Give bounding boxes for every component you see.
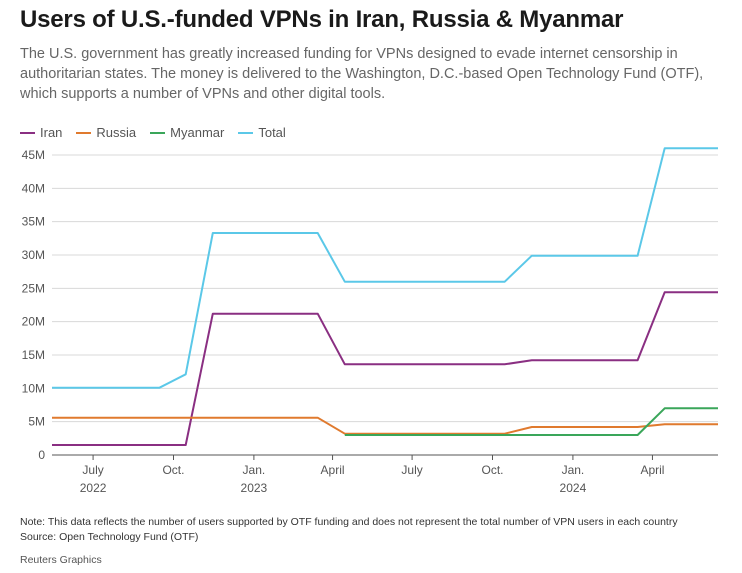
series-line-total (52, 147, 718, 389)
x-tick-label: July (82, 463, 103, 477)
legend: Iran Russia Myanmar Total (20, 125, 286, 140)
x-tick-label: Jan. (562, 463, 585, 477)
series-line-myanmar (344, 407, 718, 436)
x-tick-label: Oct. (481, 463, 503, 477)
x-tick-label: April (321, 463, 345, 477)
legend-label-russia: Russia (96, 125, 137, 140)
legend-item-russia: Russia (76, 125, 136, 140)
legend-label-total: Total (258, 125, 286, 140)
x-tick-label: April (640, 463, 664, 477)
legend-swatch-total (238, 131, 254, 134)
note-text: Note: This data reflects the number of u… (20, 516, 678, 528)
x-tick-year-label: 2024 (560, 481, 587, 495)
y-tick-label: 45M (22, 148, 45, 162)
y-tick-label: 0 (38, 448, 45, 462)
x-tick-year-label: 2023 (241, 481, 268, 495)
legend-item-iran: Iran (20, 125, 62, 140)
footnote: Note: This data reflects the number of u… (20, 515, 678, 545)
y-tick-label: 20M (22, 315, 45, 329)
y-tick-label: 25M (22, 281, 45, 295)
legend-item-myanmar: Myanmar (150, 125, 224, 140)
y-tick-label: 30M (22, 248, 45, 262)
y-tick-label: 15M (22, 348, 45, 362)
credit-text: Reuters Graphics (20, 554, 102, 566)
y-tick-label: 40M (22, 181, 45, 195)
series-line-iran (52, 291, 718, 446)
x-tick-year-label: 2022 (80, 481, 107, 495)
legend-swatch-myanmar (150, 131, 166, 134)
x-tick-label: Oct. (162, 463, 184, 477)
y-tick-label: 5M (28, 415, 45, 429)
chart-subtitle: The U.S. government has greatly increase… (20, 46, 704, 102)
chart-title: Users of U.S.-funded VPNs in Iran, Russi… (20, 6, 624, 33)
x-tick-label: July (401, 463, 422, 477)
y-tick-label: 10M (22, 381, 45, 395)
legend-label-myanmar: Myanmar (170, 125, 225, 140)
x-tick-label: Jan. (243, 463, 266, 477)
legend-swatch-iran (20, 131, 35, 134)
legend-label-iran: Iran (40, 125, 63, 140)
series-line-russia (52, 416, 718, 435)
source-text: Source: Open Technology Fund (OTF) (20, 531, 199, 543)
y-tick-label: 35M (22, 215, 45, 229)
legend-swatch-russia (76, 131, 92, 134)
line-chart: 0 5M 10M 15M 20M 25M 30M 35M 40M 45M July 2022 Oct. J… (22, 147, 718, 495)
legend-item-total: Total (238, 125, 286, 140)
